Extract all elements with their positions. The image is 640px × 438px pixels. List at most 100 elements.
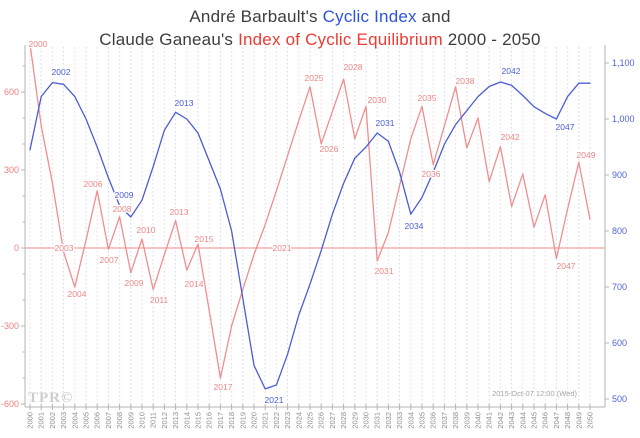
x-axis-year-label: 2008 [115, 412, 124, 429]
right-axis-tick-label: 1,000 [612, 114, 635, 124]
chart-title-line1: André Barbault's Cyclic Index and [0, 5, 640, 28]
annotation-blue-2031: 2031 [376, 118, 395, 128]
annotation-red-2042: 2042 [501, 132, 520, 142]
x-axis-year-label: 2038 [451, 412, 460, 429]
x-axis-year-label: 2026 [317, 412, 326, 429]
x-axis-year-label: 2031 [373, 412, 382, 429]
left-axis-tick-label: -300 [1, 321, 19, 331]
annotation-red-2006: 2006 [84, 179, 103, 189]
x-axis-year-label: 2007 [104, 412, 113, 429]
left-axis-tick-label: 0 [14, 243, 19, 253]
annotation-red-2036: 2036 [422, 169, 441, 179]
title-text: Claude Ganeau's [99, 30, 239, 49]
annotation-red-2003: 2003 [55, 243, 74, 253]
title-text: André Barbault's [189, 7, 323, 26]
cyclic-index-line [29, 81, 591, 390]
annotation-red-2017: 2017 [214, 382, 233, 392]
x-axis-year-label: 2043 [507, 412, 516, 429]
annotation-red-2025: 2025 [305, 73, 324, 83]
x-axis-year-label: 2027 [328, 412, 337, 429]
right-axis-tick-label: 500 [612, 394, 627, 404]
annotation-red-2015: 2015 [195, 234, 214, 244]
x-axis-year-label: 2010 [138, 412, 147, 429]
annotation-red-2013: 2013 [170, 207, 189, 217]
x-axis-year-label: 2045 [530, 412, 539, 429]
left-axis-tick-label: 600 [4, 87, 19, 97]
x-axis-year-label: 2029 [350, 412, 359, 429]
annotation-red-2026: 2026 [320, 144, 339, 154]
annotation-blue-2047: 2047 [556, 122, 575, 132]
annotation-red-2030: 2030 [368, 95, 387, 105]
annotation-red-2049: 2049 [577, 150, 596, 160]
left-axis-tick-label: 300 [4, 165, 19, 175]
x-axis-year-label: 2018 [227, 412, 236, 429]
annotation-red-2009: 2009 [125, 278, 144, 288]
title-text: and [416, 7, 451, 26]
right-axis-tick-label: 600 [612, 338, 627, 348]
annotation-red-2011: 2011 [150, 295, 169, 305]
x-axis-year-label: 2005 [82, 412, 91, 429]
tpr-watermark: TPR© [28, 390, 73, 406]
annotation-red-2028: 2028 [344, 62, 363, 72]
x-axis-year-label: 2002 [48, 412, 57, 429]
x-axis-year-label: 2028 [339, 412, 348, 429]
x-axis-year-label: 2015 [194, 412, 203, 429]
x-axis-year-label: 2034 [406, 412, 415, 429]
x-axis-year-label: 2044 [518, 412, 527, 429]
left-axis-tick-label: -600 [1, 399, 19, 409]
x-axis-year-label: 2013 [171, 412, 180, 429]
x-axis-year-label: 2004 [70, 412, 79, 429]
x-axis-year-label: 2000 [26, 412, 35, 429]
x-axis-year-label: 2023 [283, 412, 292, 429]
annotation-red-2021: 2021 [273, 243, 292, 253]
x-axis-year-label: 2040 [474, 412, 483, 429]
right-axis-tick-label: 1,100 [612, 58, 635, 68]
x-axis-year-label: 2035 [418, 412, 427, 429]
title-text: 2000 - 2050 [442, 30, 541, 49]
x-axis-year-label: 2037 [440, 412, 449, 429]
x-axis-year-label: 2025 [306, 412, 315, 429]
x-axis-year-label: 2039 [462, 412, 471, 429]
annotation-red-2038: 2038 [456, 76, 475, 86]
annotation-blue-2009: 2009 [115, 190, 134, 200]
annotation-red-2008: 2008 [113, 204, 132, 214]
right-axis-tick-label: 900 [612, 170, 627, 180]
timestamp-label: 2015-Oct-07 12:00 (Wed) [492, 389, 577, 398]
annotation-red-2000: 2000 [29, 39, 48, 49]
x-axis-year-label: 2019 [238, 412, 247, 429]
annotation-blue-2042: 2042 [502, 66, 521, 76]
equilibrium-index-line [29, 43, 591, 379]
annotation-red-2014: 2014 [185, 279, 204, 289]
x-axis-year-label: 2048 [563, 412, 572, 429]
chart-title: André Barbault's Cyclic Index and Claude… [0, 5, 640, 51]
x-axis-year-label: 2009 [126, 412, 135, 429]
annotation-blue-2034: 2034 [405, 221, 424, 231]
x-axis-year-label: 2050 [586, 412, 595, 429]
annotation-red-2031: 2031 [375, 266, 394, 276]
x-axis-year-label: 2047 [552, 412, 561, 429]
x-axis-year-label: 2030 [362, 412, 371, 429]
x-axis-year-label: 2012 [160, 412, 169, 429]
right-axis-tick-label: 800 [612, 226, 627, 236]
x-axis-year-label: 2016 [205, 412, 214, 429]
annotation-blue-2021: 2021 [265, 395, 284, 405]
x-axis-year-label: 2049 [574, 412, 583, 429]
x-axis-year-label: 2006 [93, 412, 102, 429]
title-index-of-cyclic-equilibrium: Index of Cyclic Equilibrium [238, 30, 443, 49]
x-axis-year-label: 2020 [250, 412, 259, 429]
x-axis-year-label: 2014 [182, 412, 191, 429]
x-axis-year-label: 2024 [294, 412, 303, 429]
x-axis-year-label: 2011 [149, 412, 158, 428]
x-axis-year-label: 2036 [429, 412, 438, 429]
annotation-red-2035: 2035 [418, 93, 437, 103]
x-axis-year-label: 2032 [384, 412, 393, 429]
x-axis-year-label: 2046 [541, 412, 550, 429]
title-cyclic-index: Cyclic Index [322, 7, 417, 26]
annotation-red-2047: 2047 [557, 261, 576, 271]
annotation-red-2010: 2010 [137, 225, 156, 235]
x-axis-year-label: 2022 [272, 412, 281, 429]
x-axis-year-label: 2041 [485, 412, 494, 429]
annotation-red-2007: 2007 [100, 255, 119, 265]
x-axis-year-label: 2001 [37, 412, 46, 429]
